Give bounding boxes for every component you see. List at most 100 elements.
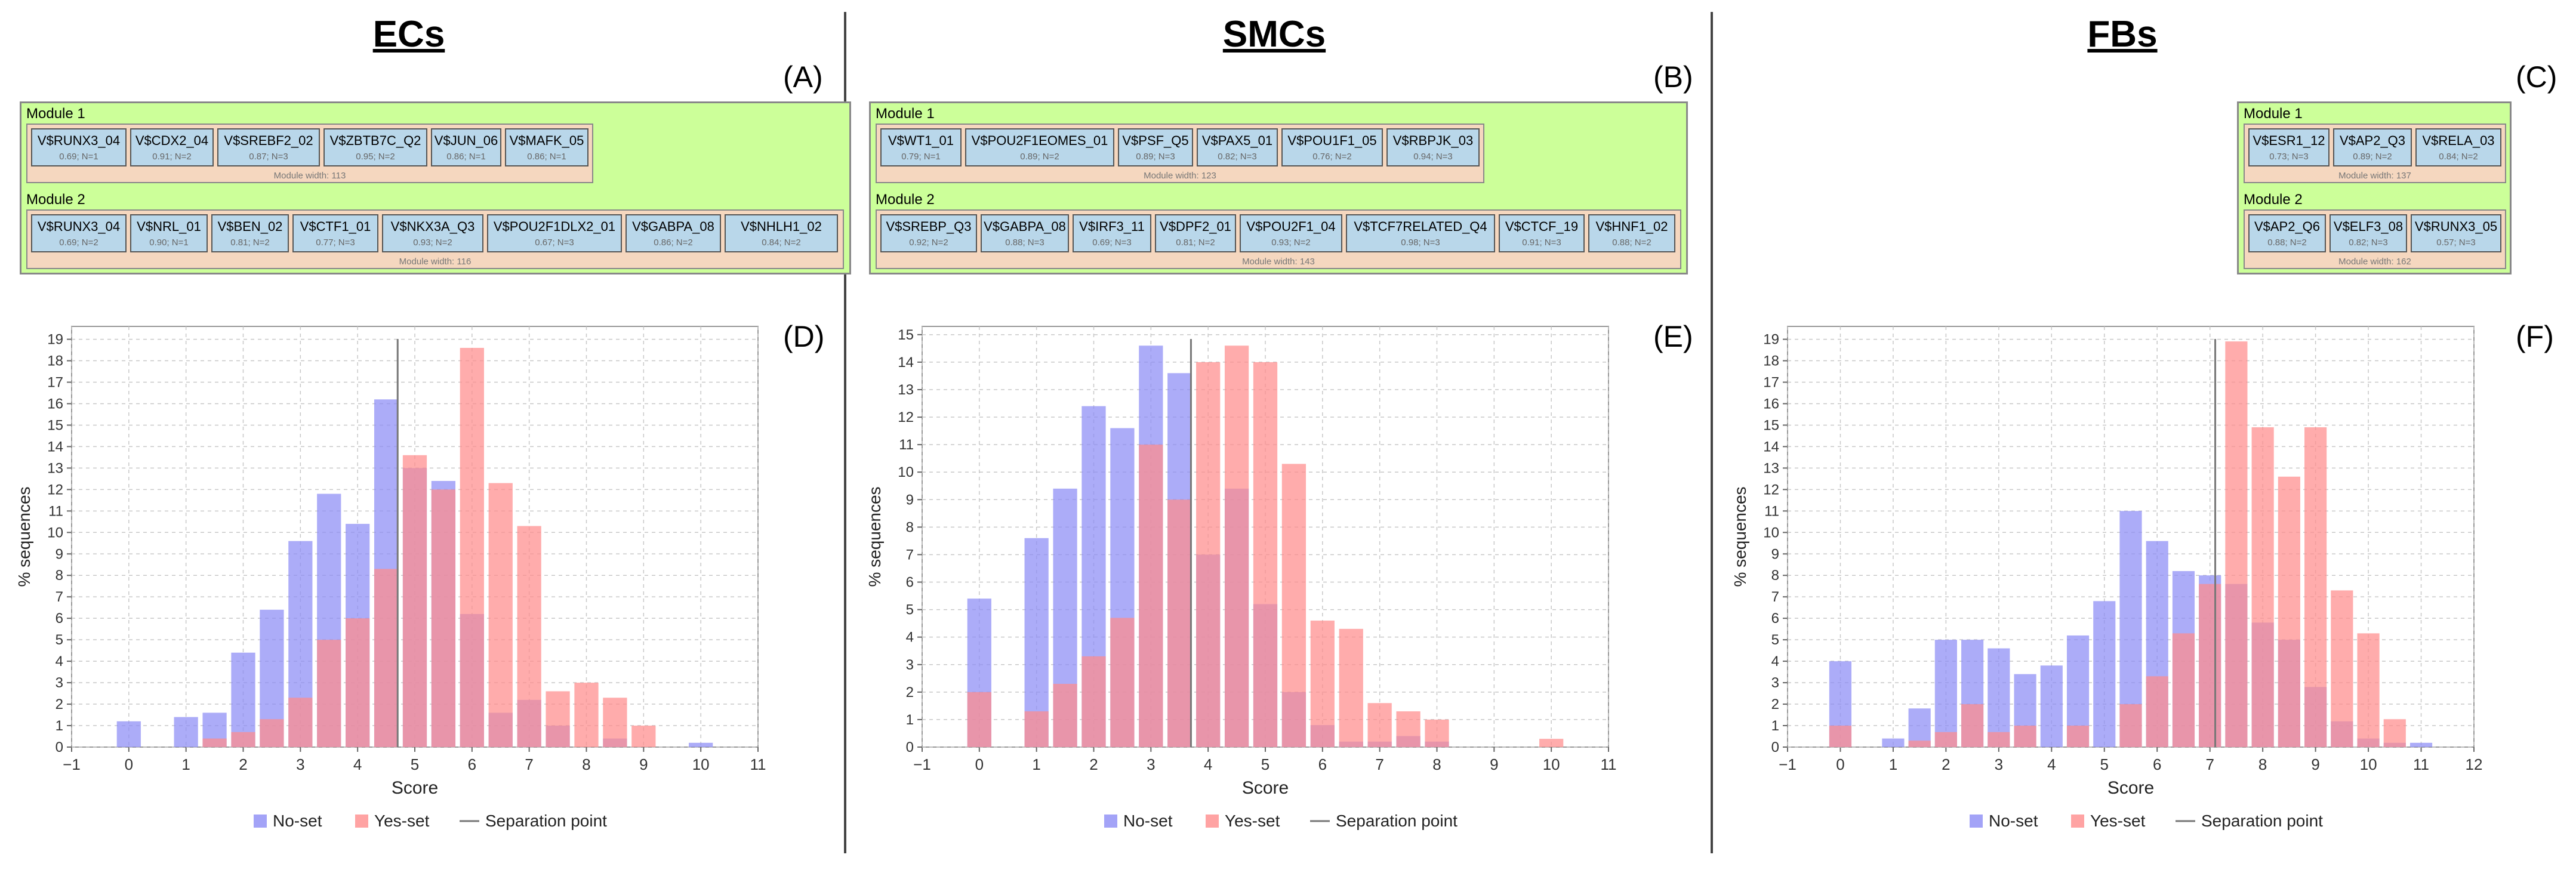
motif-name: V$JUN_06 [434, 133, 498, 148]
bar-yes-set [1339, 628, 1363, 747]
motif-box[interactable]: V$WT1_01 0.79; N=1 [880, 128, 962, 166]
motif-stat: 0.84; N=2 [762, 237, 801, 248]
module-box: V$SREBP_Q3 0.92; N=2 V$GABPA_08 0.88; N=3 … [876, 209, 1681, 269]
motif-name: V$SREBP_Q3 [886, 219, 972, 234]
motif-box[interactable]: V$RBPJK_03 0.94; N=3 [1386, 128, 1480, 166]
module-box: V$AP2_Q6 0.88; N=2 V$ELF3_08 0.82; N=3 V$R… [2244, 209, 2506, 269]
motif-box[interactable]: V$JUN_06 0.86; N=1 [431, 128, 501, 166]
y-tick-label: 12 [898, 409, 914, 425]
bar-yes-set [1281, 464, 1307, 747]
x-tick-label: 1 [1032, 755, 1040, 773]
motif-box[interactable]: V$BEN_02 0.81; N=2 [211, 214, 289, 252]
bar-yes-set [517, 526, 541, 747]
motif-name: V$PAX5_01 [1201, 133, 1273, 148]
motif-box[interactable]: V$RELA_03 0.84; N=2 [2415, 128, 2501, 166]
y-tick-label: 16 [1763, 396, 1779, 412]
y-tick-label: 13 [47, 460, 63, 476]
motif-stat: 0.84; N=2 [2439, 152, 2478, 162]
bar-yes-set [1961, 704, 1984, 747]
motif-box[interactable]: V$NHLH1_02 0.84; N=2 [725, 214, 838, 252]
motif-box[interactable]: V$POU1F1_05 0.76; N=2 [1281, 128, 1383, 166]
x-tick-label: 4 [2047, 755, 2056, 773]
module-panel-smcs: Module 1 V$WT1_01 0.79; N=1 V$POU2F1EOMES… [869, 101, 1688, 274]
motif-box[interactable]: V$ELF3_08 0.82; N=3 [2330, 214, 2407, 252]
panel-label-d: (D) [783, 320, 825, 353]
motif-box[interactable]: V$SREBP_Q3 0.92; N=2 [880, 214, 977, 252]
bar-yes-set [603, 698, 627, 747]
x-tick-label: 10 [2360, 755, 2377, 773]
y-tick-label: 14 [898, 354, 914, 371]
motif-box[interactable]: V$ZBTB7C_Q2 0.95; N=2 [323, 128, 427, 166]
motif-stat: 0.91; N=3 [1522, 237, 1561, 248]
motif-stat: 0.89; N=3 [1136, 152, 1175, 162]
motif-box[interactable]: V$SREBF2_02 0.87; N=3 [217, 128, 320, 166]
motif-box[interactable]: V$TCF7RELATED_Q4 0.98; N=3 [1346, 214, 1495, 252]
motif-box[interactable]: V$RUNX3_04 0.69; N=2 [31, 214, 127, 252]
bar-yes-set [2199, 584, 2221, 747]
motif-box[interactable]: V$DPF2_01 0.81; N=2 [1155, 214, 1236, 252]
y-axis-label: % sequences [1731, 486, 1749, 587]
motif-box[interactable]: V$NRL_01 0.90; N=1 [130, 214, 208, 252]
motif-box[interactable]: V$RUNX3_05 0.57; N=3 [2411, 214, 2501, 252]
motif-box[interactable]: V$ESR1_12 0.73; N=3 [2248, 128, 2330, 166]
motif-box[interactable]: V$CTF1_01 0.77; N=3 [292, 214, 378, 252]
x-tick-label: 10 [692, 755, 710, 773]
y-tick-label: 1 [56, 718, 63, 734]
x-tick-label: 9 [639, 755, 648, 773]
bar-yes-set [1224, 345, 1249, 747]
bar-yes-set [2383, 719, 2406, 747]
motif-box[interactable]: V$RUNX3_04 0.69; N=1 [31, 128, 127, 166]
motif-box[interactable]: V$AP2_Q6 0.88; N=2 [2248, 214, 2326, 252]
x-axis-label: Score [392, 778, 438, 798]
y-tick-label: 6 [1771, 610, 1779, 627]
motif-name: V$GABPA_08 [632, 219, 714, 234]
y-tick-label: 16 [47, 396, 63, 412]
module-width: Module width: 162 [2338, 257, 2411, 267]
motif-stat: 0.98; N=3 [1401, 237, 1440, 248]
bar-no-set [174, 717, 198, 747]
y-tick-label: 8 [56, 567, 63, 584]
x-tick-label: 2 [1942, 755, 1950, 773]
motif-box[interactable]: V$POU2F1DLX2_01 0.67; N=3 [487, 214, 622, 252]
bar-yes-set [2146, 676, 2168, 747]
panel-label-b: (B) [1653, 60, 1693, 94]
motif-name: V$WT1_01 [888, 133, 954, 148]
motif-name: V$RUNX3_04 [37, 219, 121, 234]
motif-box[interactable]: V$PSF_Q5 0.89; N=3 [1118, 128, 1193, 166]
motif-box[interactable]: V$MAFK_05 0.86; N=1 [505, 128, 588, 166]
y-tick-label: 2 [1771, 696, 1779, 712]
panel-label-e: (E) [1653, 320, 1693, 353]
bar-yes-set [1053, 684, 1077, 747]
motif-stat: 0.86; N=1 [527, 152, 566, 162]
x-tick-label: −1 [1779, 755, 1797, 773]
motif-box[interactable]: V$PAX5_01 0.82; N=3 [1197, 128, 1278, 166]
y-tick-label: 5 [906, 602, 914, 618]
motif-box[interactable]: V$IRF3_11 0.69; N=3 [1073, 214, 1151, 252]
motif-box[interactable]: V$POU2F1_04 0.93; N=2 [1240, 214, 1342, 252]
bar-yes-set [402, 455, 427, 747]
motif-box[interactable]: V$CTCF_19 0.91; N=3 [1499, 214, 1585, 252]
y-tick-label: 5 [56, 632, 63, 648]
motif-stat: 0.89; N=2 [2353, 152, 2392, 162]
y-tick-label: 3 [906, 657, 914, 673]
motif-box[interactable]: V$GABPA_08 0.86; N=2 [625, 214, 721, 252]
legend-label-no-set: No-set [1989, 812, 2038, 830]
motif-name: V$CTF1_01 [300, 219, 371, 234]
motif-box[interactable]: V$HNF1_02 0.88; N=2 [1588, 214, 1675, 252]
bar-no-set [1934, 640, 1957, 747]
y-tick-label: 10 [47, 525, 63, 541]
y-tick-label: 15 [47, 417, 63, 433]
bar-yes-set [1139, 445, 1163, 747]
motif-box[interactable]: V$AP2_Q3 0.89; N=2 [2333, 128, 2412, 166]
motif-name: V$POU2F1_04 [1246, 219, 1336, 234]
bar-yes-set [346, 618, 370, 747]
motif-box[interactable]: V$NKX3A_Q3 0.93; N=2 [382, 214, 483, 252]
x-tick-label: −1 [63, 755, 81, 773]
x-axis-label: Score [1242, 778, 1289, 798]
bar-yes-set [2172, 633, 2195, 747]
bar-yes-set [431, 489, 456, 747]
motif-box[interactable]: V$POU2F1EOMES_01 0.89; N=2 [965, 128, 1114, 166]
motif-name: V$DPF2_01 [1160, 219, 1231, 234]
motif-box[interactable]: V$CDX2_04 0.91; N=2 [130, 128, 214, 166]
motif-box[interactable]: V$GABPA_08 0.88; N=3 [981, 214, 1069, 252]
